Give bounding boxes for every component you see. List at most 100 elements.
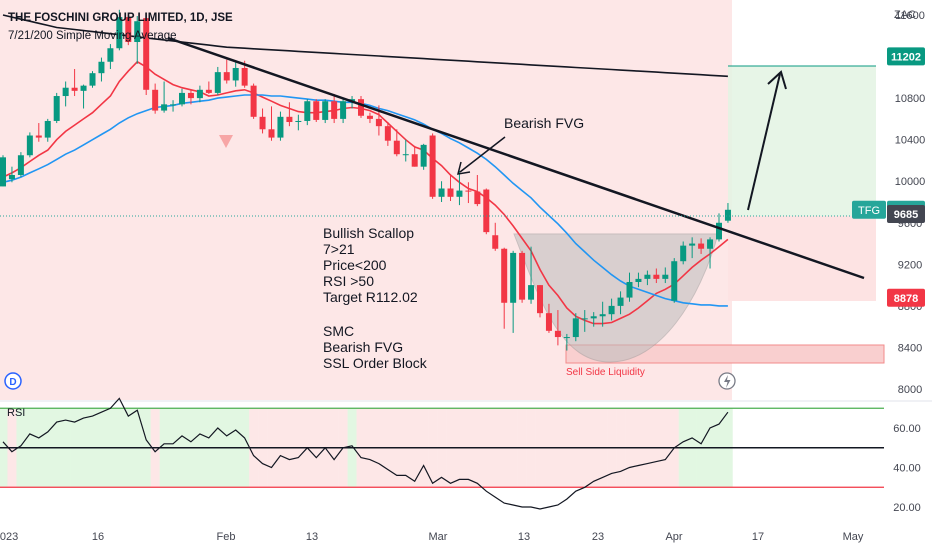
candle-body <box>268 129 275 138</box>
candle-body <box>250 85 257 117</box>
dividend-badge[interactable] <box>4 372 22 390</box>
candle-body <box>214 72 221 93</box>
candle-body <box>125 17 132 43</box>
candle-body <box>89 73 96 86</box>
candle-body <box>232 67 239 81</box>
candle-body <box>196 89 203 99</box>
candle-body <box>572 318 579 338</box>
candle-body <box>492 235 499 249</box>
y-tick-label: 11600 <box>895 10 925 22</box>
chart-title: THE FOSCHINI GROUP LIMITED, 1D, JSE <box>8 12 233 24</box>
ticker-tag-label: TFG <box>858 205 880 217</box>
target-arrow-head <box>767 70 787 90</box>
candle-body <box>411 154 418 167</box>
x-tick-label: 13 <box>518 531 530 543</box>
stop-zone <box>728 216 876 301</box>
x-tick-label: Apr <box>665 531 682 543</box>
ma-line-7 <box>2 60 729 325</box>
x-tick-label: 2023 <box>0 531 18 543</box>
candle-body <box>393 140 400 155</box>
candle-body <box>698 243 705 249</box>
candle-body <box>554 330 561 338</box>
note-line: SSL Order Block <box>323 355 428 371</box>
y-tick-label: 8400 <box>898 342 922 354</box>
note-line: SMC <box>323 323 354 339</box>
candle-body <box>62 87 69 97</box>
candle-body <box>590 316 597 319</box>
candle-body <box>375 118 382 127</box>
candle-body <box>134 21 141 43</box>
rsi-label: RSI <box>7 407 25 419</box>
price-tag-label: 8878 <box>894 293 918 305</box>
flash-glyph <box>724 375 731 388</box>
rsi-tick-label: 60.00 <box>893 423 921 435</box>
candles <box>0 9 731 351</box>
candle-body <box>563 337 570 339</box>
x-tick-label: 13 <box>306 531 318 543</box>
candle-body <box>474 191 481 205</box>
x-tick-label: 16 <box>92 531 104 543</box>
note-line: Bearish FVG <box>323 339 403 355</box>
candle-body <box>617 297 624 306</box>
x-tick-label: Mar <box>429 531 448 543</box>
candle-body <box>322 101 329 120</box>
candle-body <box>724 209 731 221</box>
target-zone <box>728 66 876 216</box>
note-line: 7>21 <box>323 241 355 257</box>
candle-body <box>340 101 347 119</box>
y-tick-label: 8000 <box>898 384 922 396</box>
candle-body <box>545 313 552 331</box>
fvg-arrow-head <box>456 161 471 175</box>
candle-body <box>205 89 212 93</box>
candle-body <box>528 285 535 300</box>
note-line: RSI >50 <box>323 273 374 289</box>
rsi-line <box>2 397 729 510</box>
ticker-tag-bg <box>852 200 886 219</box>
candle-body <box>152 89 159 111</box>
fvg-arrow <box>459 136 506 173</box>
candle-body <box>8 174 15 180</box>
candle-body <box>366 115 373 119</box>
candle-body <box>510 252 517 303</box>
candle-body <box>223 72 230 81</box>
candle-body <box>537 285 543 314</box>
candle-body <box>420 144 427 167</box>
candle-body <box>635 278 642 282</box>
time-axis: 2023 16 Feb 13 Mar 13 23 Apr 17 May <box>0 531 864 543</box>
candle-body <box>44 120 51 138</box>
candle-body <box>116 17 123 49</box>
candle-body <box>71 87 78 91</box>
rsi-tick-label: 20.00 <box>893 502 921 514</box>
ma-line-21 <box>2 94 728 307</box>
candle-body <box>358 99 364 116</box>
x-tick-label: 17 <box>752 531 764 543</box>
candle-body <box>187 92 194 99</box>
candle-body <box>402 154 409 156</box>
candle-body <box>447 188 454 197</box>
candle-body <box>170 104 177 106</box>
trendline <box>167 36 865 280</box>
x-tick-label: Feb <box>217 531 236 543</box>
note-line: Price<200 <box>323 257 387 273</box>
candle-body <box>608 305 615 315</box>
y-tick-label: 9200 <box>898 259 922 271</box>
candle-body <box>501 248 508 303</box>
candle-body <box>313 101 320 120</box>
candle-body <box>277 116 284 138</box>
moving-averages <box>2 14 729 325</box>
dividend-badge-label: D <box>9 377 16 388</box>
candle-body <box>707 239 714 249</box>
candle-body <box>716 222 722 240</box>
y-tick-label: 10400 <box>895 135 926 147</box>
price-tag-label: 9685 <box>894 209 918 221</box>
candle-body <box>17 155 24 175</box>
candle-body <box>429 135 436 197</box>
candle-body <box>626 281 633 298</box>
x-tick-label: May <box>843 531 864 543</box>
candle-body <box>331 101 338 119</box>
candle-body <box>653 274 660 279</box>
candle-body <box>689 243 696 246</box>
candle-body <box>662 274 669 279</box>
candle-body <box>304 101 311 121</box>
y-tick-label: 10000 <box>895 176 926 188</box>
